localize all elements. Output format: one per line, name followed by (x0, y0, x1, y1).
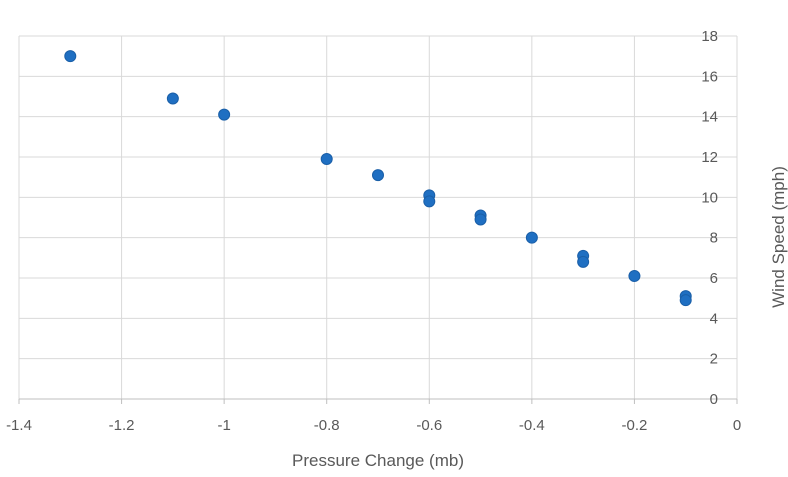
x-tick-label: -1.2 (109, 417, 135, 434)
data-point (64, 50, 77, 63)
y-tick-label: 16 (701, 68, 718, 85)
data-point (166, 92, 179, 105)
x-tick-labels: -1.4 -1.2 -1 -0.8 -0.6 -0.4 -0.2 0 (6, 417, 741, 434)
x-tick-label: -1.4 (6, 417, 32, 434)
x-tick-label: -0.8 (314, 417, 340, 434)
y-tick-label: 10 (701, 189, 718, 206)
y-tick-label: 8 (710, 230, 718, 247)
x-tick-label: -1 (217, 417, 230, 434)
x-tick-label: -0.4 (519, 417, 545, 434)
data-point (525, 231, 538, 244)
axes (18, 398, 738, 404)
x-tick-label: 0 (733, 417, 741, 434)
y-tick-label: 6 (710, 270, 718, 287)
y-tick-label: 2 (710, 351, 718, 368)
y-tick-label: 0 (710, 391, 718, 408)
y-tick-label: 12 (701, 149, 718, 166)
y-tick-label: 4 (710, 310, 718, 327)
data-point (423, 195, 436, 208)
data-points (64, 50, 692, 307)
data-point (218, 108, 231, 121)
y-tick-labels: 0 2 4 6 8 10 12 14 16 18 (701, 28, 718, 408)
data-point (372, 169, 384, 182)
x-tick-label: -0.6 (416, 417, 442, 434)
data-point (320, 153, 333, 166)
y-tick-label: 18 (701, 28, 718, 45)
x-tick-label: -0.2 (621, 417, 647, 434)
data-point (474, 213, 487, 226)
data-point (577, 255, 590, 268)
data-point (679, 294, 692, 307)
data-point (628, 269, 641, 282)
grid-lines (18, 35, 738, 399)
x-axis-title: Pressure Change (mb) (292, 451, 464, 470)
y-tick-label: 14 (701, 109, 718, 126)
y-axis-title: Wind Speed (mph) (769, 166, 788, 308)
